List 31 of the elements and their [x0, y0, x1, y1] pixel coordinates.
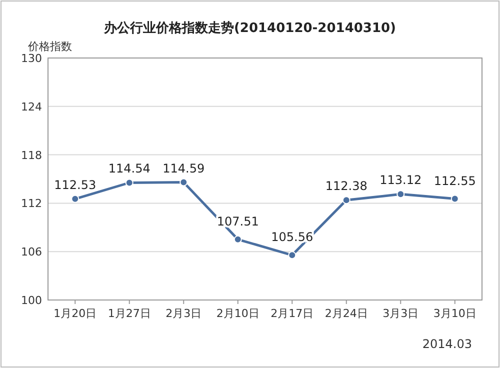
x-tick-label: 1月20日: [54, 307, 97, 320]
data-label: 114.54: [108, 162, 150, 176]
x-tick-label: 3月3日: [382, 307, 419, 320]
y-tick-label: 130: [21, 52, 42, 65]
y-tick-label: 124: [21, 100, 42, 114]
point: [450, 194, 459, 203]
x-tick-label: 1月27日: [108, 307, 151, 320]
y-axis-title: 价格指数: [27, 40, 72, 53]
x-tick-label: 2月3日: [166, 307, 202, 320]
text: 2014.03: [422, 337, 472, 351]
x-tick-label: 2月17日: [270, 307, 314, 320]
x-tick-label: 2月24日: [324, 307, 368, 320]
data-label: 112.55: [434, 174, 476, 188]
point: [125, 178, 134, 187]
point: [234, 235, 242, 244]
y-tick-label: 100: [21, 294, 42, 307]
point: [396, 190, 405, 198]
y-tick-label: 106: [21, 246, 42, 259]
point: [288, 251, 296, 260]
data-label: 112.38: [325, 179, 368, 194]
x-tick-label: 3月10日: [433, 307, 476, 320]
y-tick-label: 118: [21, 148, 42, 162]
data-label: 114.59: [162, 161, 205, 176]
point: [180, 178, 188, 186]
data-label: 112.53: [54, 178, 96, 192]
y-tick-label: 112: [21, 197, 42, 210]
chart-title: 办公行业价格指数走势(20140120-20140310): [102, 20, 396, 36]
x-tick-label: 2月10日: [216, 307, 260, 320]
point: [342, 196, 350, 204]
point: [71, 194, 80, 203]
data-label: 113.12: [380, 173, 422, 188]
